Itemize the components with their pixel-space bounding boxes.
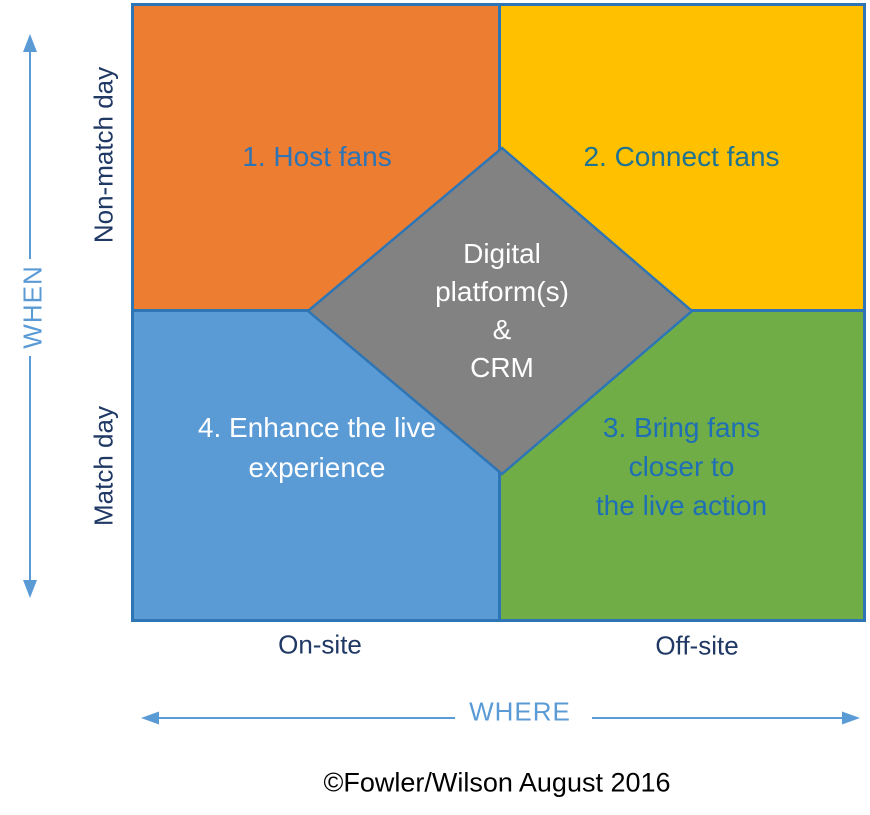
quadrant-3-label: 3. Bring fans closer to the live action [595,412,768,521]
center-diamond-label: Digital platform(s) & CRM [435,238,569,383]
off-site-label: Off-site [655,630,739,661]
where-axis-label: WHERE [469,696,571,727]
quadrant-4-label: 4. Enhance the live experience [197,412,437,483]
on-site-label: On-site [278,629,362,660]
matrix-grid: 1. Host fans 2. Connect fans 4. Enhance … [131,3,866,622]
quadrant-1-label: 1. Host fans [242,141,392,172]
when-axis-label: WHEN [17,265,48,349]
quadrant-2-label: 2. Connect fans [583,141,780,172]
match-day-label: Match day [88,406,119,526]
copyright-text: ©Fowler/Wilson August 2016 [323,767,671,798]
where-axis-arrow-icon [141,711,860,725]
when-axis-arrow-icon [23,34,37,598]
non-match-day-label: Non-match day [88,66,119,244]
